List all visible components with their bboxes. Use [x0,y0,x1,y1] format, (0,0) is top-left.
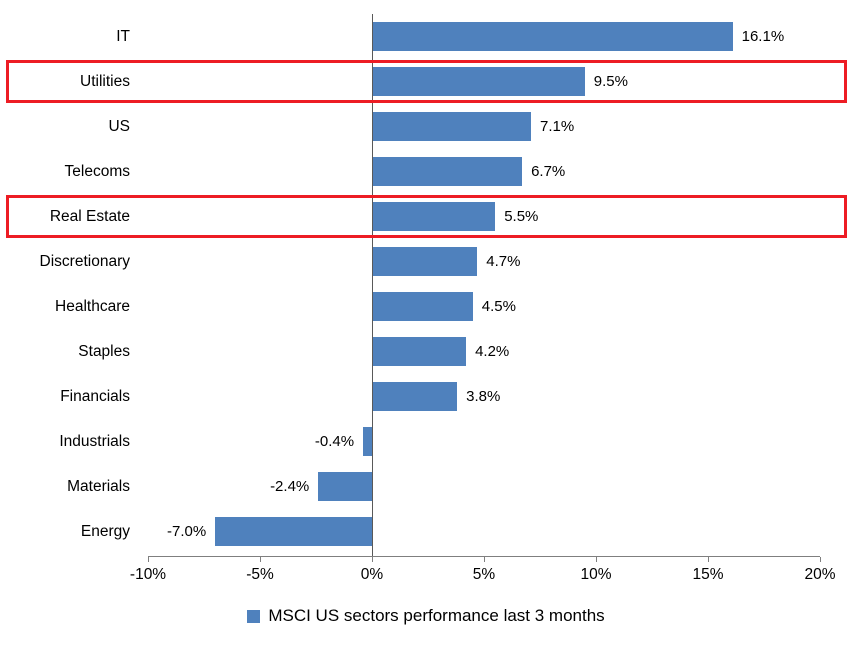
chart-row: Real Estate 5.5% [0,194,852,239]
plot-area: 7.1% [148,104,820,149]
chart-row: Materials -2.4% [0,464,852,509]
chart-row: IT 16.1% [0,14,852,59]
bar [372,247,478,276]
tick-mark [708,557,709,562]
legend-label: MSCI US sectors performance last 3 month… [268,606,605,625]
bar [372,157,523,186]
category-label: Energy [80,523,130,540]
bar [372,112,532,141]
value-label: -7.0% [167,523,207,540]
category-label: Telecoms [64,163,130,180]
tick-label: 15% [692,566,724,583]
tick-mark [148,557,149,562]
plot-area: 16.1% [148,14,820,59]
plot-area: 4.5% [148,284,820,329]
category-label: Discretionary [39,253,130,270]
plot-area: 4.2% [148,329,820,374]
bar [215,517,372,546]
tick-mark [820,557,821,562]
bar [372,67,585,96]
value-label: 4.7% [486,253,521,270]
x-axis: -10% -5% 0% 5% 10% 15% 20% [130,556,836,596]
value-label: -2.4% [270,478,310,495]
bar [318,472,372,501]
zero-axis-line [372,14,373,556]
bar [372,337,467,366]
value-label: 4.2% [475,343,510,360]
tick-label: 0% [360,566,384,583]
category-label: Staples [78,343,130,360]
bar [372,22,733,51]
chart-row: Discretionary 4.7% [0,239,852,284]
category-label: Utilities [80,73,130,90]
x-axis-line [148,556,820,557]
chart-row: Telecoms 6.7% [0,149,852,194]
plot-area: 4.7% [148,239,820,284]
chart-rows: IT 16.1% Utilities 9.5% US 7.1% Telecoms 6.7% Re… [0,14,852,554]
chart-row: Financials 3.8% [0,374,852,419]
bar [363,427,372,456]
tick-label: 10% [580,566,612,583]
value-label: 7.1% [540,118,575,135]
tick-label: 5% [472,566,496,583]
value-label: 4.5% [481,298,516,315]
legend-marker-icon [247,609,261,623]
plot-area: 6.7% [148,149,820,194]
category-label: US [108,118,130,135]
tick-label: -10% [129,566,167,583]
category-label: Financials [60,388,130,405]
chart-row: Industrials -0.4% [0,419,852,464]
bar [372,202,496,231]
category-label: Industrials [59,433,130,450]
plot-area: 9.5% [148,59,820,104]
tick-mark [596,557,597,562]
value-label: -0.4% [314,433,355,450]
value-label: 3.8% [466,388,501,405]
chart-row: Energy -7.0% [0,509,852,554]
tick-mark [484,557,485,562]
plot-area: -7.0% [148,509,820,554]
tick-mark [260,557,261,562]
plot-area: 3.8% [148,374,820,419]
plot-area: 5.5% [148,194,820,239]
value-label: 9.5% [593,73,628,90]
category-label: Materials [67,478,130,495]
category-label: Real Estate [49,208,130,225]
chart-row: Staples 4.2% [0,329,852,374]
value-label: 6.7% [531,163,566,180]
chart-row: Utilities 9.5% [0,59,852,104]
chart-row: US 7.1% [0,104,852,149]
tick-mark [372,557,373,562]
chart-row: Healthcare 4.5% [0,284,852,329]
tick-label: 20% [804,566,836,583]
category-label: Healthcare [55,298,130,315]
bar [372,382,458,411]
category-label: IT [116,28,130,45]
bar [372,292,473,321]
legend: MSCI US sectors performance last 3 month… [0,606,852,626]
plot-area: -2.4% [148,464,820,509]
tick-label: -5% [246,566,274,583]
value-label: 16.1% [741,28,785,45]
plot-area: -0.4% [148,419,820,464]
value-label: 5.5% [504,208,539,225]
